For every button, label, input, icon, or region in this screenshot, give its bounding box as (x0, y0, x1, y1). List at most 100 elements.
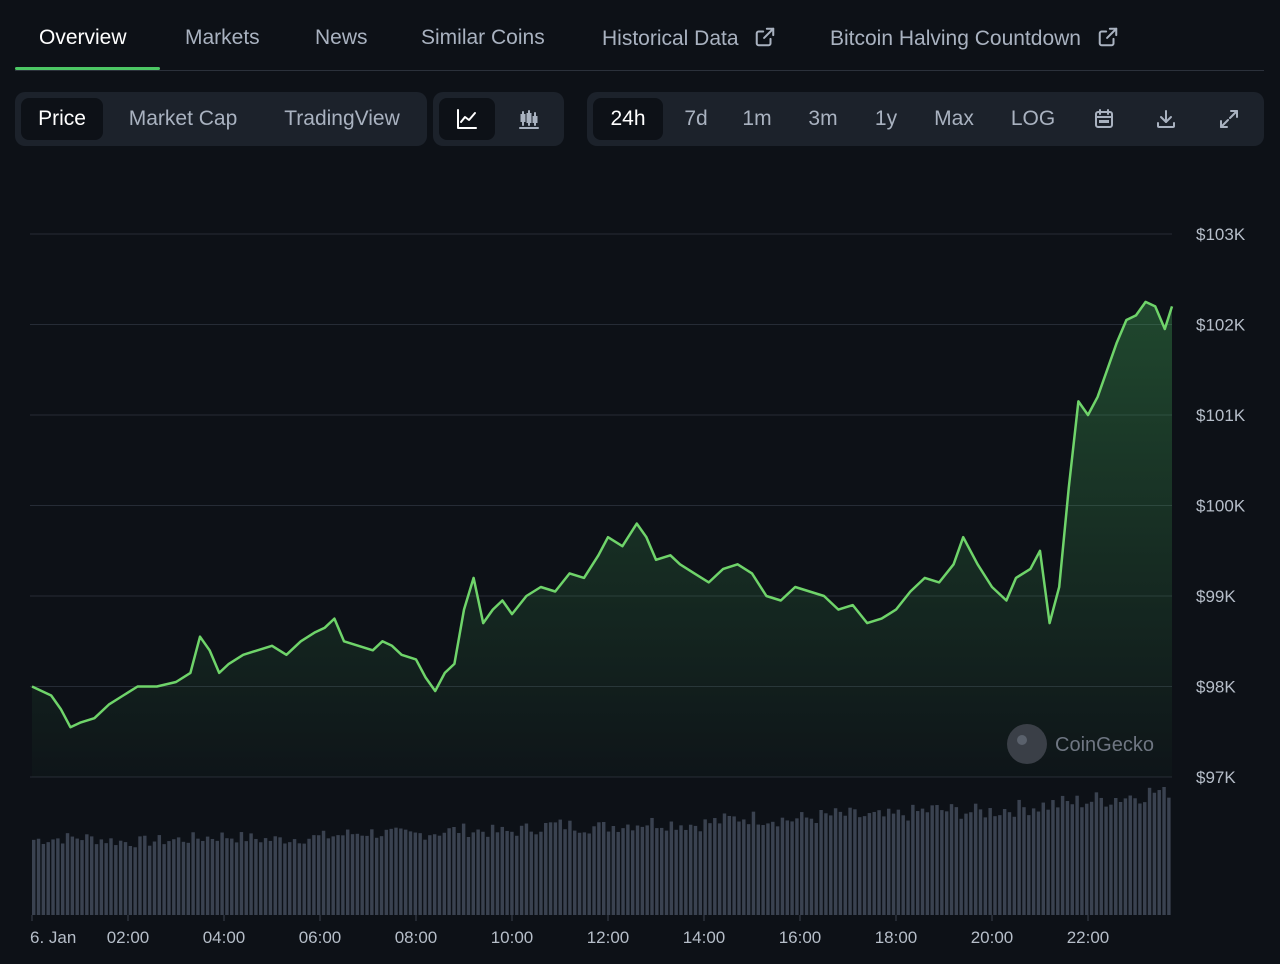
volume-bar (1012, 816, 1017, 915)
volume-bar (181, 841, 186, 915)
tab-historical-data[interactable]: Historical Data (602, 26, 776, 56)
tab-overview[interactable]: Overview (39, 26, 127, 49)
volume-bar (60, 843, 65, 915)
x-axis-label: 10:00 (491, 928, 534, 947)
volume-bar (442, 832, 447, 915)
volume-bar (249, 833, 253, 915)
price-area-fill (32, 301, 1172, 777)
volume-bar (674, 829, 678, 915)
volume-bar (616, 831, 620, 915)
volume-bar (162, 844, 166, 915)
external-link-icon (1098, 27, 1118, 47)
volume-bar (887, 808, 891, 915)
fullscreen-button[interactable] (1201, 98, 1257, 140)
volume-bar (495, 832, 500, 915)
log-scale-button[interactable]: LOG (1010, 107, 1056, 130)
volume-bar (225, 838, 229, 915)
volume-bar (930, 805, 934, 915)
volume-bar (1002, 809, 1007, 915)
volume-bar (210, 838, 215, 915)
volume-bar (563, 829, 567, 915)
volume-bar (331, 836, 335, 915)
date-range-button[interactable] (1077, 98, 1131, 140)
range-max-button[interactable]: Max (934, 107, 974, 130)
volume-bar (147, 845, 152, 915)
volume-bar (800, 812, 804, 915)
volume-bar (529, 831, 533, 915)
candlestick-chart-icon (519, 110, 539, 129)
volume-bar (312, 835, 316, 915)
volume-bar (1143, 802, 1147, 915)
volume-bar (437, 835, 442, 915)
tab-markets[interactable]: Markets (185, 26, 260, 49)
volume-bar (582, 832, 587, 915)
volume-bar (659, 827, 664, 915)
volume-bar (751, 811, 756, 915)
volume-bar (418, 833, 422, 915)
range-7d-button[interactable]: 7d (684, 107, 708, 130)
volume-bar (635, 825, 640, 915)
y-axis-label: $97K (1196, 768, 1236, 787)
volume-bar (41, 843, 46, 915)
volume-bar (742, 819, 746, 915)
range-24h-button[interactable]: 24h (593, 98, 663, 140)
volume-bar (1162, 787, 1166, 915)
volume-bar (326, 838, 331, 915)
tab-similar-coins[interactable]: Similar Coins (421, 26, 545, 49)
volume-bar (157, 835, 162, 915)
volume-bar (191, 832, 195, 915)
volume-bar (756, 824, 761, 915)
volume-bar (1075, 795, 1079, 915)
volume-bar (1085, 803, 1089, 915)
line-chart-button[interactable] (439, 98, 495, 140)
tab-bitcoin-halving-countdown-label: Bitcoin Halving Countdown (830, 27, 1081, 50)
volume-bar (708, 823, 712, 915)
volume-bar (461, 823, 466, 915)
tradingview-view-button[interactable]: TradingView (284, 107, 400, 130)
volume-bar (650, 817, 654, 915)
volume-bar (1104, 806, 1108, 915)
volume-bar (983, 817, 988, 915)
chart-type-group (433, 92, 564, 146)
tab-bitcoin-halving-countdown[interactable]: Bitcoin Halving Countdown (830, 26, 1119, 56)
volume-bar (626, 824, 630, 915)
volume-bar (408, 831, 413, 915)
volume-bar (104, 843, 108, 915)
download-button[interactable] (1139, 98, 1193, 140)
volume-bar (664, 830, 669, 915)
volume-bar (302, 843, 306, 915)
y-axis-labels: $103K $102K $101K $100K $99K $98K $97K (1196, 225, 1246, 787)
volume-bar (1041, 802, 1046, 915)
price-view-button[interactable]: Price (21, 98, 103, 140)
volume-bar (1123, 798, 1128, 915)
volume-bar (32, 839, 36, 915)
volume-bar (201, 840, 205, 915)
volume-bar (1099, 797, 1103, 915)
volume-bar (727, 815, 732, 915)
volume-bar (167, 841, 171, 915)
volume-bar (70, 836, 75, 915)
line-chart-icon (457, 109, 477, 129)
volume-bar (85, 834, 89, 915)
volume-bar (278, 837, 282, 915)
volume-bar (1133, 798, 1137, 915)
market-cap-view-button[interactable]: Market Cap (128, 107, 238, 130)
price-chart[interactable]: $103K $102K $101K $100K $99K $98K $97K 6. Jan 0… (0, 160, 1280, 964)
volume-bar (273, 836, 277, 915)
range-3m-button[interactable]: 3m (808, 107, 838, 130)
volume-bar (1060, 795, 1065, 915)
range-1m-button[interactable]: 1m (742, 107, 772, 130)
volume-bar (915, 811, 920, 915)
volume-bar (394, 827, 398, 915)
range-1y-button[interactable]: 1y (874, 107, 898, 130)
volume-bar (94, 844, 99, 915)
volume-bar (1007, 812, 1012, 915)
volume-bar (519, 825, 524, 915)
view-toggle-group: Price Market Cap TradingView (15, 92, 427, 146)
tab-news[interactable]: News (315, 26, 368, 49)
volume-bar (573, 830, 577, 915)
candlestick-chart-button[interactable] (501, 98, 557, 140)
volume-bar (99, 839, 104, 915)
volume-bar (988, 808, 992, 915)
volume-bar (297, 843, 302, 915)
